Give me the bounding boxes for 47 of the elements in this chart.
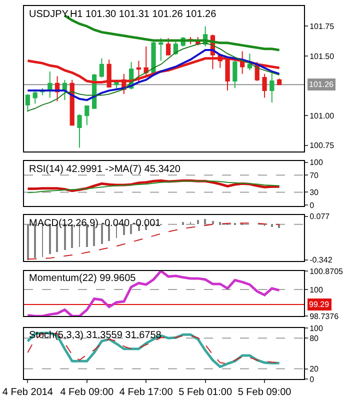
x-tick-label: 5 Feb 09:00 <box>238 387 292 398</box>
candlestick <box>166 38 171 56</box>
candlestick <box>77 114 82 148</box>
y-tick-label: 101.75 <box>310 22 335 32</box>
candlestick <box>232 60 238 89</box>
candlestick <box>99 58 104 78</box>
y-tick-label: 20 <box>310 364 320 374</box>
y-tick-label: 101.50 <box>310 52 335 61</box>
y-tick-label: 0.077 <box>310 212 330 222</box>
chart-title: USDJPY,H1 101.30 101.31 101.26 101.26 <box>29 9 217 20</box>
line-series <box>27 42 280 112</box>
y-tick-label: 0 <box>310 200 315 210</box>
candlestick <box>151 41 156 76</box>
candlestick <box>158 38 164 62</box>
ref-line-label: 101.26 <box>309 80 334 89</box>
y-tick-label: 100 <box>310 158 324 168</box>
candlestick <box>32 88 38 104</box>
y-tick-label: 70 <box>310 170 320 180</box>
candlestick <box>48 70 52 98</box>
ref-line-label: 99.29 <box>309 300 330 309</box>
y-tick-label: 100 <box>310 324 324 333</box>
y-tick-label: 98.7376 <box>310 312 340 321</box>
candlestick <box>70 79 74 126</box>
y-tick-label: 0 <box>310 374 315 384</box>
y-tick-label: 100.75 <box>310 141 335 150</box>
candlestick <box>84 106 90 126</box>
y-tick-label: 101.00 <box>310 111 335 120</box>
x-tick-label: 5 Feb 01:00 <box>178 387 232 398</box>
x-tick-label: 4 Feb 17:00 <box>119 387 174 398</box>
x-tick-label: 4 Feb 2014 <box>2 387 54 398</box>
chart-title: RSI(14) 42.9991 ->MA(7) 45.3420 <box>29 164 181 175</box>
candlestick <box>247 53 252 71</box>
line-series <box>26 49 280 102</box>
candlestick <box>25 94 30 112</box>
y-tick-label: 80 <box>310 334 320 343</box>
y-tick-label: 30 <box>310 188 320 197</box>
y-tick-label: -0.342 <box>310 256 333 265</box>
line-series <box>26 271 281 316</box>
candlestick <box>62 79 68 101</box>
x-tick-label: 4 Feb 09:00 <box>60 387 114 398</box>
chart-title: Momentum(22) 99.9605 <box>29 273 136 284</box>
candlestick <box>270 70 274 103</box>
y-tick-label: 100.8705 <box>310 266 344 276</box>
candlestick <box>262 73 267 98</box>
chart-title: MACD(12,26,9) -0.040 -0.001 <box>29 218 162 229</box>
candlestick <box>277 78 282 86</box>
y-tick-label: 100 <box>310 285 324 294</box>
